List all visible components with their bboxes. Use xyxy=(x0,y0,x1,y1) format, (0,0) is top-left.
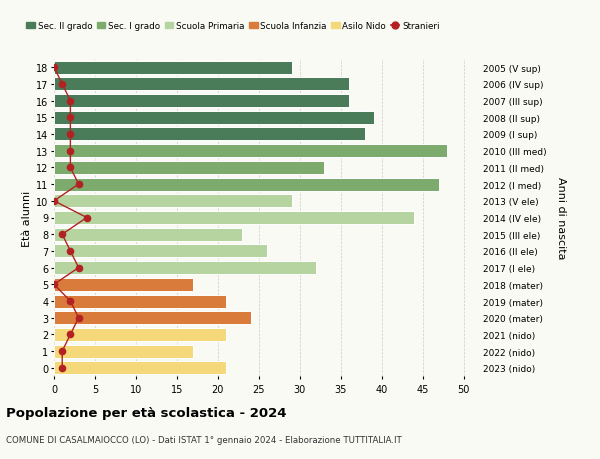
Bar xyxy=(54,262,316,274)
Bar xyxy=(54,95,349,108)
Bar xyxy=(54,62,292,74)
Bar xyxy=(54,178,439,191)
Text: Popolazione per età scolastica - 2024: Popolazione per età scolastica - 2024 xyxy=(6,406,287,419)
Bar xyxy=(54,78,349,91)
Y-axis label: Anni di nascita: Anni di nascita xyxy=(556,177,566,259)
Bar xyxy=(54,145,447,158)
Bar xyxy=(54,362,226,375)
Bar xyxy=(54,212,415,224)
Bar xyxy=(54,128,365,141)
Bar xyxy=(54,162,325,174)
Text: COMUNE DI CASALMAIOCCO (LO) - Dati ISTAT 1° gennaio 2024 - Elaborazione TUTTITAL: COMUNE DI CASALMAIOCCO (LO) - Dati ISTAT… xyxy=(6,435,402,444)
Bar xyxy=(54,312,251,325)
Bar xyxy=(54,278,193,291)
Y-axis label: Età alunni: Età alunni xyxy=(22,190,32,246)
Bar xyxy=(54,245,267,258)
Bar xyxy=(54,195,292,208)
Bar xyxy=(54,228,242,241)
Bar xyxy=(54,295,226,308)
Bar xyxy=(54,345,193,358)
Bar xyxy=(54,112,374,124)
Legend: Sec. II grado, Sec. I grado, Scuola Primaria, Scuola Infanzia, Asilo Nido, Stran: Sec. II grado, Sec. I grado, Scuola Prim… xyxy=(23,18,443,34)
Bar xyxy=(54,328,226,341)
